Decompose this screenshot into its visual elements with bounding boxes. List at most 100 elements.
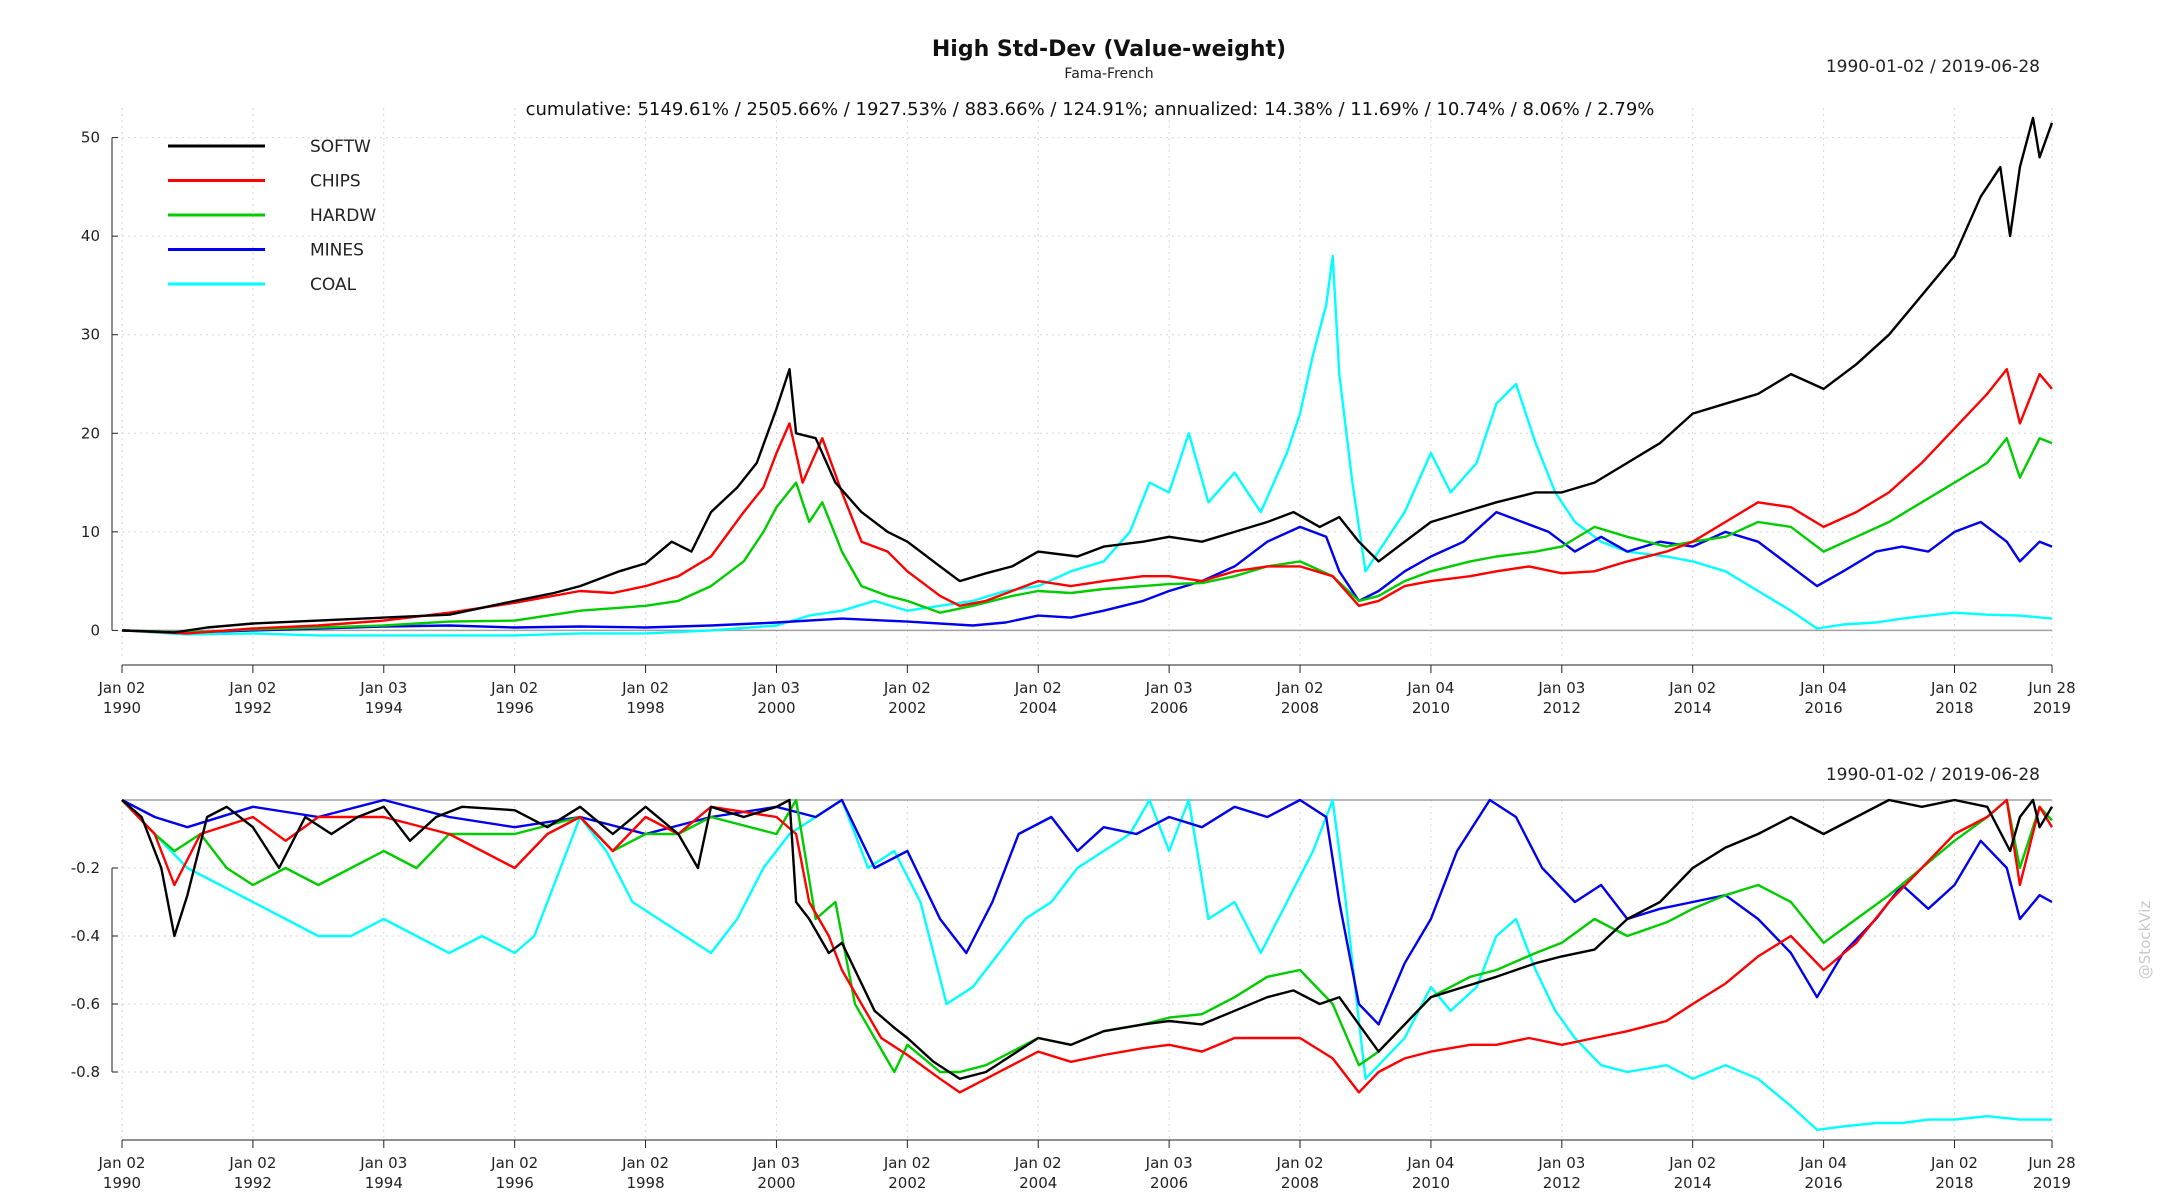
bottom-series-group [121, 798, 2054, 1131]
bot-ytick-label: -0.8 [71, 1063, 100, 1081]
top-xtick-year: 1994 [365, 699, 403, 717]
top-xtick-year: 2000 [757, 699, 795, 717]
top-date-range: 1990-01-02 / 2019-06-28 [1826, 57, 2040, 77]
top-xtick-year: 2004 [1019, 699, 1057, 717]
bot-xtick-year: 1998 [626, 1174, 664, 1192]
bot-xtick-label: Jan 02 [621, 1154, 669, 1172]
bot-series-softw [121, 798, 2054, 1080]
legend-label-chips: CHIPS [310, 172, 361, 192]
top-xtick-year: 2002 [888, 699, 926, 717]
top-xtick-year: 2016 [1805, 699, 1843, 717]
bot-series-chips [121, 798, 2054, 1094]
top-series-coal [121, 254, 2053, 637]
bottom-grid [121, 800, 2053, 1140]
top-xtick-label: Jan 03 [359, 679, 407, 697]
chart-subtitle: Fama-French [1064, 66, 1153, 82]
bot-xtick-year: 2014 [1674, 1174, 1712, 1192]
bot-xtick-year: 2018 [1935, 1174, 1973, 1192]
top-y-axis: 0 10 20 30 40 50 [81, 129, 118, 639]
top-ytick-label: 30 [81, 326, 100, 344]
top-xtick-label: Jan 02 [621, 679, 669, 697]
bot-xtick-label: Jan 02 [1668, 1154, 1716, 1172]
top-xtick-label: Jan 02 [1014, 679, 1062, 697]
bot-xtick-year: 2000 [757, 1174, 795, 1192]
top-series-hardw [121, 437, 2053, 634]
top-series-mines [121, 510, 2053, 634]
bot-xtick-label: Jan 04 [1799, 1154, 1847, 1172]
top-xtick-year: 2019 [2033, 699, 2071, 717]
top-xtick-year: 2018 [1935, 699, 1973, 717]
bot-xtick-label: Jan 02 [1930, 1154, 1978, 1172]
top-xtick-year: 1990 [103, 699, 141, 717]
top-ytick-label: 40 [81, 227, 100, 245]
bot-xtick-label: Jan 02 [98, 1154, 146, 1172]
top-ytick-label: 20 [81, 424, 100, 442]
top-xtick-label: Jan 03 [752, 679, 800, 697]
top-xtick-year: 1996 [496, 699, 534, 717]
bot-ytick-label: -0.6 [71, 995, 100, 1013]
top-xtick-year: 1992 [234, 699, 272, 717]
bot-xtick-year: 2004 [1019, 1174, 1057, 1192]
bottom-x-axis: Jan 02 1990 Jan 02 1992 Jan 03 1994 Jan 02 1996… [98, 1139, 2076, 1192]
top-series-chips [121, 368, 2053, 635]
bottom-y-axis: -0.2 -0.4 -0.6 -0.8 [71, 859, 118, 1081]
top-xtick-year: 2010 [1412, 699, 1450, 717]
bot-xtick-year: 1992 [234, 1174, 272, 1192]
bot-xtick-year: 1994 [365, 1174, 403, 1192]
top-xtick-year: 2012 [1543, 699, 1581, 717]
bot-xtick-label: Jan 03 [1537, 1154, 1585, 1172]
top-xtick-label: Jun 28 [2027, 679, 2075, 697]
bot-xtick-year: 2019 [2033, 1174, 2071, 1192]
bot-xtick-year: 2010 [1412, 1174, 1450, 1192]
bot-xtick-label: Jan 02 [1276, 1154, 1324, 1172]
bot-xtick-label: Jan 03 [752, 1154, 800, 1172]
top-xtick-label: Jan 02 [1276, 679, 1324, 697]
watermark: @StockViz [2136, 901, 2154, 980]
legend-label-coal: COAL [310, 275, 357, 295]
bot-xtick-year: 2002 [888, 1174, 926, 1192]
bot-xtick-label: Jan 03 [1145, 1154, 1193, 1172]
top-xtick-year: 1998 [626, 699, 664, 717]
top-xtick-label: Jan 02 [98, 679, 146, 697]
bot-xtick-year: 2016 [1805, 1174, 1843, 1192]
legend-label-mines: MINES [310, 241, 364, 261]
top-xtick-year: 2006 [1150, 699, 1188, 717]
bot-xtick-label: Jan 03 [359, 1154, 407, 1172]
bot-xtick-year: 2008 [1281, 1174, 1319, 1192]
bottom-date-range: 1990-01-02 / 2019-06-28 [1826, 765, 2040, 785]
bot-xtick-label: Jan 02 [490, 1154, 538, 1172]
bot-xtick-label: Jan 02 [228, 1154, 276, 1172]
bot-ytick-label: -0.4 [71, 927, 100, 945]
legend: SOFTW CHIPS HARDW MINES COAL [168, 137, 376, 295]
top-x-axis: Jan 02 1990 Jan 02 1992 Jan 03 1994 Jan 02 1996… [98, 664, 2076, 717]
top-panel: 0 10 20 30 40 50 Jan 02 1990 Jan 02 1992 Jan 03 19… [81, 108, 2076, 717]
bot-series-mines [121, 798, 2053, 1026]
bot-xtick-label: Jan 02 [883, 1154, 931, 1172]
bot-xtick-year: 1990 [103, 1174, 141, 1192]
top-xtick-label: Jan 02 [883, 679, 931, 697]
bot-xtick-year: 1996 [496, 1174, 534, 1192]
top-xtick-label: Jan 02 [490, 679, 538, 697]
top-xtick-label: Jan 02 [1930, 679, 1978, 697]
legend-label-softw: SOFTW [310, 137, 371, 157]
top-xtick-label: Jan 04 [1799, 679, 1847, 697]
bot-ytick-label: -0.2 [71, 859, 100, 877]
top-ytick-label: 50 [81, 129, 100, 147]
top-xtick-label: Jan 02 [1668, 679, 1716, 697]
bot-xtick-year: 2012 [1543, 1174, 1581, 1192]
top-xtick-year: 2008 [1281, 699, 1319, 717]
stats-line: cumulative: 5149.61% / 2505.66% / 1927.5… [526, 99, 1655, 120]
top-xtick-label: Jan 02 [228, 679, 276, 697]
bot-xtick-label: Jan 02 [1014, 1154, 1062, 1172]
bot-xtick-year: 2006 [1150, 1174, 1188, 1192]
top-xtick-label: Jan 03 [1145, 679, 1193, 697]
top-xtick-year: 2014 [1674, 699, 1712, 717]
top-ytick-label: 0 [90, 621, 100, 639]
top-grid [121, 108, 2053, 660]
bot-series-coal [121, 798, 2052, 1131]
top-xtick-label: Jan 03 [1537, 679, 1585, 697]
top-xtick-label: Jan 04 [1406, 679, 1454, 697]
bot-xtick-label: Jun 28 [2027, 1154, 2075, 1172]
